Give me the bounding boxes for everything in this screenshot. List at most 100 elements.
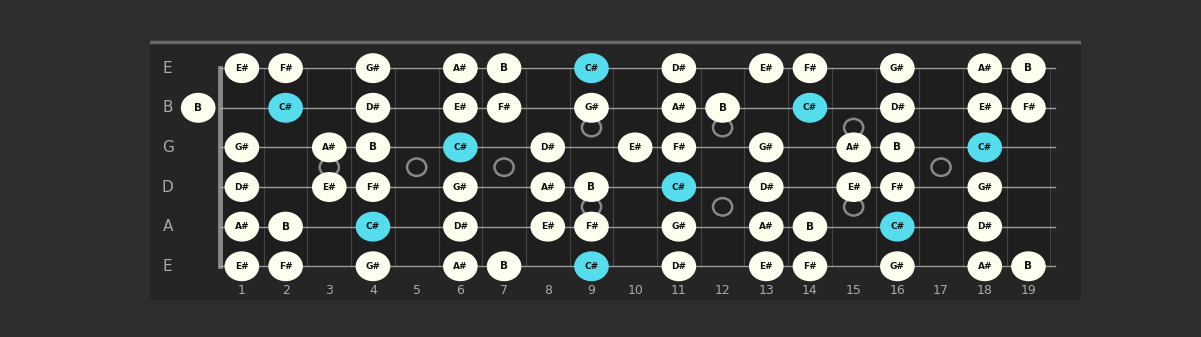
Ellipse shape: [444, 54, 477, 83]
Text: B: B: [718, 103, 727, 113]
Ellipse shape: [181, 94, 215, 122]
Text: C#: C#: [585, 262, 598, 271]
Text: F#: F#: [673, 143, 686, 152]
Text: B: B: [806, 222, 814, 232]
Ellipse shape: [749, 252, 783, 280]
Text: E#: E#: [323, 183, 336, 191]
FancyBboxPatch shape: [148, 42, 1083, 302]
Text: B: B: [500, 63, 508, 73]
Ellipse shape: [794, 252, 826, 280]
Text: B: B: [1024, 63, 1033, 73]
Text: E: E: [163, 259, 173, 274]
Ellipse shape: [794, 54, 826, 83]
Text: A#: A#: [234, 222, 249, 231]
Text: 16: 16: [890, 284, 906, 297]
Text: D#: D#: [365, 103, 381, 112]
Text: E#: E#: [454, 103, 467, 112]
Ellipse shape: [444, 133, 477, 162]
Text: A: A: [162, 219, 173, 234]
Ellipse shape: [357, 54, 389, 83]
Text: F#: F#: [279, 64, 292, 73]
Ellipse shape: [269, 54, 303, 83]
Ellipse shape: [794, 94, 826, 122]
Text: E#: E#: [235, 262, 249, 271]
Ellipse shape: [357, 252, 389, 280]
Ellipse shape: [662, 173, 695, 201]
Ellipse shape: [880, 133, 914, 162]
Text: B: B: [162, 100, 173, 115]
Text: E#: E#: [628, 143, 643, 152]
Text: B: B: [369, 143, 377, 152]
Text: D#: D#: [978, 222, 992, 231]
Text: E#: E#: [759, 262, 773, 271]
Text: F#: F#: [1022, 103, 1035, 112]
Ellipse shape: [880, 173, 914, 201]
Ellipse shape: [444, 173, 477, 201]
Text: A#: A#: [671, 103, 686, 112]
Text: B: B: [195, 103, 202, 113]
Text: A#: A#: [540, 183, 555, 191]
Text: 12: 12: [715, 284, 730, 297]
Text: 19: 19: [1021, 284, 1036, 297]
Text: 15: 15: [846, 284, 861, 297]
Text: G#: G#: [890, 64, 904, 73]
Ellipse shape: [531, 212, 564, 241]
Text: D: D: [162, 180, 173, 194]
Text: B: B: [587, 182, 596, 192]
Text: D#: D#: [890, 103, 904, 112]
Text: 8: 8: [544, 284, 551, 297]
Ellipse shape: [968, 133, 1002, 162]
Text: G#: G#: [453, 183, 468, 191]
Text: C#: C#: [890, 222, 904, 231]
Ellipse shape: [880, 212, 914, 241]
Ellipse shape: [880, 94, 914, 122]
Text: F#: F#: [585, 222, 598, 231]
Text: G#: G#: [234, 143, 250, 152]
Ellipse shape: [357, 212, 389, 241]
Text: C#: C#: [279, 103, 293, 112]
Ellipse shape: [662, 54, 695, 83]
Text: F#: F#: [803, 64, 817, 73]
Text: G#: G#: [365, 262, 381, 271]
Text: 14: 14: [802, 284, 818, 297]
Ellipse shape: [662, 212, 695, 241]
Text: 13: 13: [758, 284, 775, 297]
Ellipse shape: [226, 173, 258, 201]
Text: 5: 5: [413, 284, 420, 297]
Ellipse shape: [662, 94, 695, 122]
Text: G#: G#: [671, 222, 686, 231]
Ellipse shape: [531, 173, 564, 201]
Ellipse shape: [269, 212, 303, 241]
Text: A#: A#: [322, 143, 336, 152]
Text: B: B: [500, 261, 508, 271]
Ellipse shape: [488, 54, 521, 83]
Text: 4: 4: [369, 284, 377, 297]
Ellipse shape: [531, 133, 564, 162]
Ellipse shape: [968, 54, 1002, 83]
Text: A#: A#: [978, 262, 992, 271]
Ellipse shape: [226, 54, 258, 83]
Text: A#: A#: [847, 143, 861, 152]
Ellipse shape: [444, 212, 477, 241]
Ellipse shape: [488, 94, 521, 122]
Ellipse shape: [968, 252, 1002, 280]
Text: A#: A#: [453, 262, 467, 271]
Ellipse shape: [226, 252, 258, 280]
Ellipse shape: [706, 94, 739, 122]
Ellipse shape: [575, 173, 608, 201]
Text: C#: C#: [978, 143, 992, 152]
Text: 3: 3: [325, 284, 333, 297]
Text: D#: D#: [453, 222, 468, 231]
Text: 18: 18: [976, 284, 993, 297]
Ellipse shape: [1012, 54, 1045, 83]
Text: D#: D#: [759, 183, 773, 191]
Ellipse shape: [357, 94, 389, 122]
Text: D#: D#: [671, 64, 687, 73]
FancyBboxPatch shape: [217, 66, 1052, 268]
Text: E#: E#: [540, 222, 555, 231]
Text: G#: G#: [365, 64, 381, 73]
Text: 17: 17: [933, 284, 949, 297]
Text: F#: F#: [366, 183, 380, 191]
Text: D#: D#: [234, 183, 250, 191]
Text: 9: 9: [587, 284, 596, 297]
